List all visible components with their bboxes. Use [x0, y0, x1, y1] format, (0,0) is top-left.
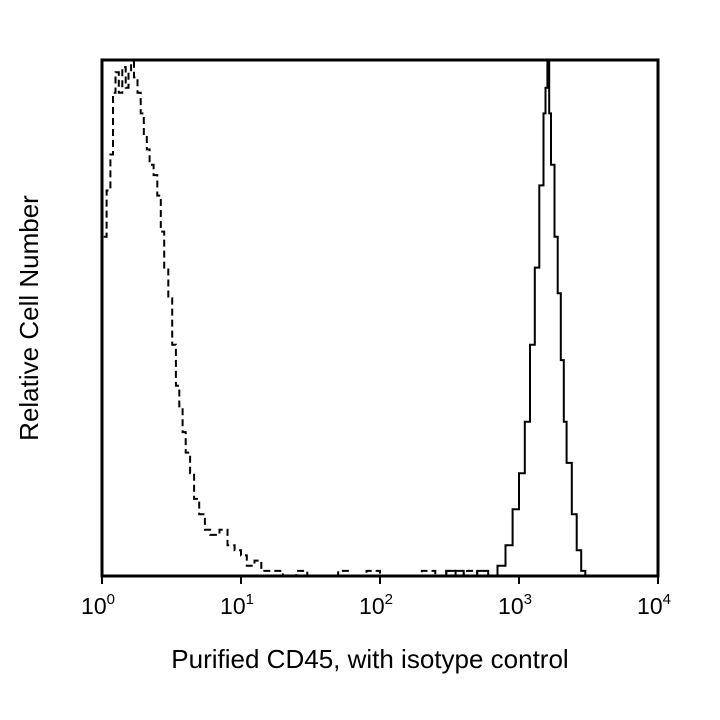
series-line-dashed	[101, 61, 501, 577]
x-tick-label: 100	[81, 591, 115, 619]
plot-frame	[100, 58, 660, 578]
x-tick-label: 101	[220, 591, 254, 619]
x-axis-label: Purified CD45, with isotype control	[171, 644, 568, 674]
series-layer	[101, 61, 589, 577]
x-tick-label: 104	[637, 591, 671, 619]
x-tick-label: 102	[359, 591, 393, 619]
x-tick-label: 103	[498, 591, 532, 619]
series-line-solid	[421, 61, 589, 577]
x-tick-layer: 100 101 102 103 104	[81, 576, 671, 619]
y-axis-label: Relative Cell Number	[14, 195, 44, 441]
